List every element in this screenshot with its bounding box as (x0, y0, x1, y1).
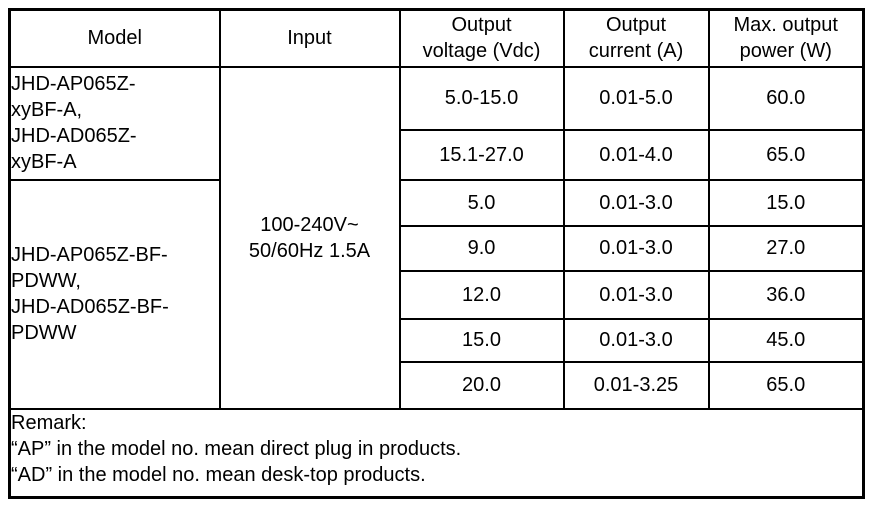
output-voltage-cell: 5.0-15.0 (398, 65, 565, 131)
output-voltage-cell: 12.0 (398, 269, 565, 320)
table-row: 15.1-27.0 0.01-4.0 65.0 (10, 128, 865, 181)
output-current-cell: 0.01-3.0 (562, 269, 710, 320)
table-row: 15.0 0.01-3.0 45.0 (10, 317, 865, 363)
output-current-cell: 0.01-3.0 (562, 224, 710, 272)
remark-row: Remark: “AP” in the model no. mean direc… (8, 407, 865, 499)
model-group-xybf: JHD-AP065Z- xyBF-A, JHD-AD065Z- xyBF-A (8, 65, 221, 181)
remark-cell: Remark: “AP” in the model no. mean direc… (8, 407, 865, 499)
output-current-cell: 0.01-3.25 (562, 360, 710, 410)
col-header-model: Model (8, 8, 221, 68)
output-current-cell: 0.01-5.0 (562, 65, 710, 131)
output-voltage-cell: 5.0 (398, 178, 565, 227)
power-supply-spec-table: Model Input Output voltage (Vdc) Output … (8, 8, 865, 499)
remark-title: Remark: (11, 411, 87, 434)
model-group-pdww: JHD-AP065Z-BF- PDWW, JHD-AD065Z-BF- PDWW (8, 178, 221, 410)
output-current-cell: 0.01-4.0 (562, 128, 710, 181)
col-header-input: Input (218, 8, 401, 68)
max-power-cell: 15.0 (707, 178, 865, 227)
input-spec-cell: 100-240V~ 50/60Hz 1.5A (218, 65, 401, 410)
max-power-cell: 36.0 (707, 269, 865, 320)
output-voltage-cell: 9.0 (398, 224, 565, 272)
table-row: JHD-AP065Z-BF- PDWW, JHD-AD065Z-BF- PDWW… (8, 178, 865, 410)
max-power-cell: 65.0 (707, 128, 865, 181)
header-row: Model Input Output voltage (Vdc) Output … (8, 8, 865, 68)
output-current-cell: 0.01-3.0 (562, 178, 710, 227)
output-current-cell: 0.01-3.0 (562, 317, 710, 363)
max-power-cell: 65.0 (707, 360, 865, 410)
max-power-cell: 60.0 (707, 65, 865, 131)
remark-line-ap: “AP” in the model no. mean direct plug i… (11, 437, 462, 460)
output-voltage-cell: 15.1-27.0 (398, 128, 565, 181)
table-row: 20.0 0.01-3.25 65.0 (10, 360, 865, 410)
max-power-cell: 27.0 (707, 224, 865, 272)
table-row: 9.0 0.01-3.0 27.0 (10, 224, 865, 272)
col-header-max-output-power: Max. output power (W) (707, 8, 865, 68)
remark-line-ad: “AD” in the model no. mean desk-top prod… (11, 463, 426, 486)
max-power-cell: 45.0 (707, 317, 865, 363)
col-header-output-voltage: Output voltage (Vdc) (398, 8, 565, 68)
col-header-output-current: Output current (A) (562, 8, 710, 68)
output-voltage-cell: 20.0 (398, 360, 565, 410)
table-row: 12.0 0.01-3.0 36.0 (10, 269, 865, 320)
output-voltage-cell: 15.0 (398, 317, 565, 363)
table-row: JHD-AP065Z- xyBF-A, JHD-AD065Z- xyBF-A 1… (8, 65, 865, 410)
